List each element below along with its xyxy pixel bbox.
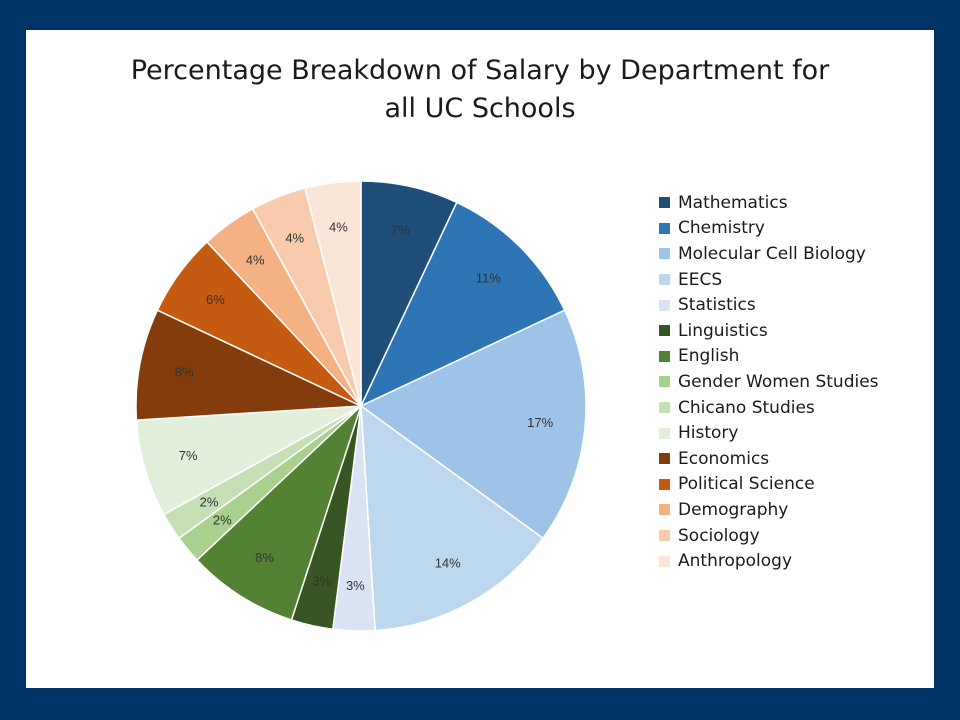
chart-legend: Mathematics Chemistry Molecular Cell Biolo… (659, 190, 879, 574)
legend-item-gender-women-studies: Gender Women Studies (659, 369, 879, 395)
legend-item-anthropology: Anthropology (659, 548, 879, 574)
legend-swatch (659, 427, 670, 439)
slice-label-sociology: 4% (285, 231, 304, 246)
legend-swatch (659, 325, 670, 337)
slice-label-molecular-cell-biology: 17% (527, 415, 553, 430)
legend-item-sociology: Sociology (659, 523, 879, 549)
legend-swatch (659, 478, 670, 490)
pie-slice-molecular-cell-biology (359, 309, 587, 540)
legend-item-eecs: EECS (659, 267, 879, 293)
slice-label-economics: 8% (175, 364, 194, 379)
legend-item-statistics: Statistics (659, 292, 879, 318)
legend-item-history: History (659, 420, 879, 446)
legend-item-economics: Economics (659, 446, 879, 472)
legend-swatch (659, 274, 670, 286)
legend-swatch (659, 299, 670, 311)
chart-title: Percentage Breakdown of Salary by Depart… (26, 52, 934, 128)
slice-label-linguistics: 3% (312, 574, 331, 589)
legend-label: History (678, 423, 739, 444)
slice-label-history: 7% (179, 448, 198, 463)
legend-label: Economics (678, 448, 770, 469)
legend-label: Linguistics (678, 320, 768, 341)
chart-title-line-2: all UC Schools (384, 93, 576, 124)
legend-swatch (659, 555, 670, 567)
slice-label-chemistry: 11% (476, 271, 501, 286)
pie-slice-english (195, 405, 362, 621)
legend-label: Political Science (678, 474, 815, 495)
legend-label: Statistics (678, 295, 756, 316)
legend-item-chemistry: Chemistry (659, 216, 879, 242)
legend-swatch (659, 376, 670, 388)
legend-item-english: English (659, 344, 879, 370)
legend-label: Chemistry (678, 218, 765, 239)
legend-swatch (659, 248, 670, 260)
slice-label-chicano-studies: 2% (200, 494, 219, 509)
legend-item-molecular-cell-biology: Molecular Cell Biology (659, 241, 879, 267)
slice-label-anthropology: 4% (329, 219, 348, 234)
legend-swatch (659, 197, 670, 209)
legend-item-linguistics: Linguistics (659, 318, 879, 344)
legend-label: Molecular Cell Biology (678, 243, 866, 264)
legend-item-mathematics: Mathematics (659, 190, 879, 216)
pie-chart: 7% 11% 17% 14% 3% 3% 8% 2% 2% 7% 8% 6% 4% 4% 4% (135, 180, 587, 632)
legend-item-chicano-studies: Chicano Studies (659, 395, 879, 421)
pie-slice-anthropology (304, 180, 362, 407)
legend-label: Demography (678, 499, 789, 520)
slice-label-gender-women-studies: 2% (213, 513, 232, 528)
pie-slice-economics (135, 309, 362, 421)
legend-swatch (659, 453, 670, 465)
legend-label: Mathematics (678, 192, 788, 213)
slice-label-statistics: 3% (346, 578, 365, 593)
legend-label: Sociology (678, 525, 760, 546)
legend-swatch (659, 504, 670, 516)
pie-slice-eecs (360, 404, 545, 632)
legend-item-political-science: Political Science (659, 472, 879, 498)
legend-label: Anthropology (678, 551, 793, 572)
legend-swatch (659, 530, 670, 542)
chart-slide: Percentage Breakdown of Salary by Depart… (26, 30, 934, 688)
slice-label-mathematics: 7% (391, 222, 410, 237)
legend-swatch (659, 402, 670, 414)
legend-label: Chicano Studies (678, 397, 815, 418)
slice-label-eecs: 14% (435, 556, 461, 571)
legend-label: EECS (678, 269, 723, 290)
slice-label-demography: 4% (246, 252, 265, 267)
slice-label-political-science: 6% (206, 292, 225, 307)
pie-slice-chemistry (359, 201, 566, 408)
legend-swatch (659, 350, 670, 362)
legend-swatch (659, 222, 670, 234)
slice-label-english: 8% (255, 550, 274, 565)
legend-item-demography: Demography (659, 497, 879, 523)
legend-label: Gender Women Studies (678, 371, 879, 392)
chart-title-line-1: Percentage Breakdown of Salary by Depart… (130, 55, 830, 86)
legend-label: English (678, 346, 740, 367)
